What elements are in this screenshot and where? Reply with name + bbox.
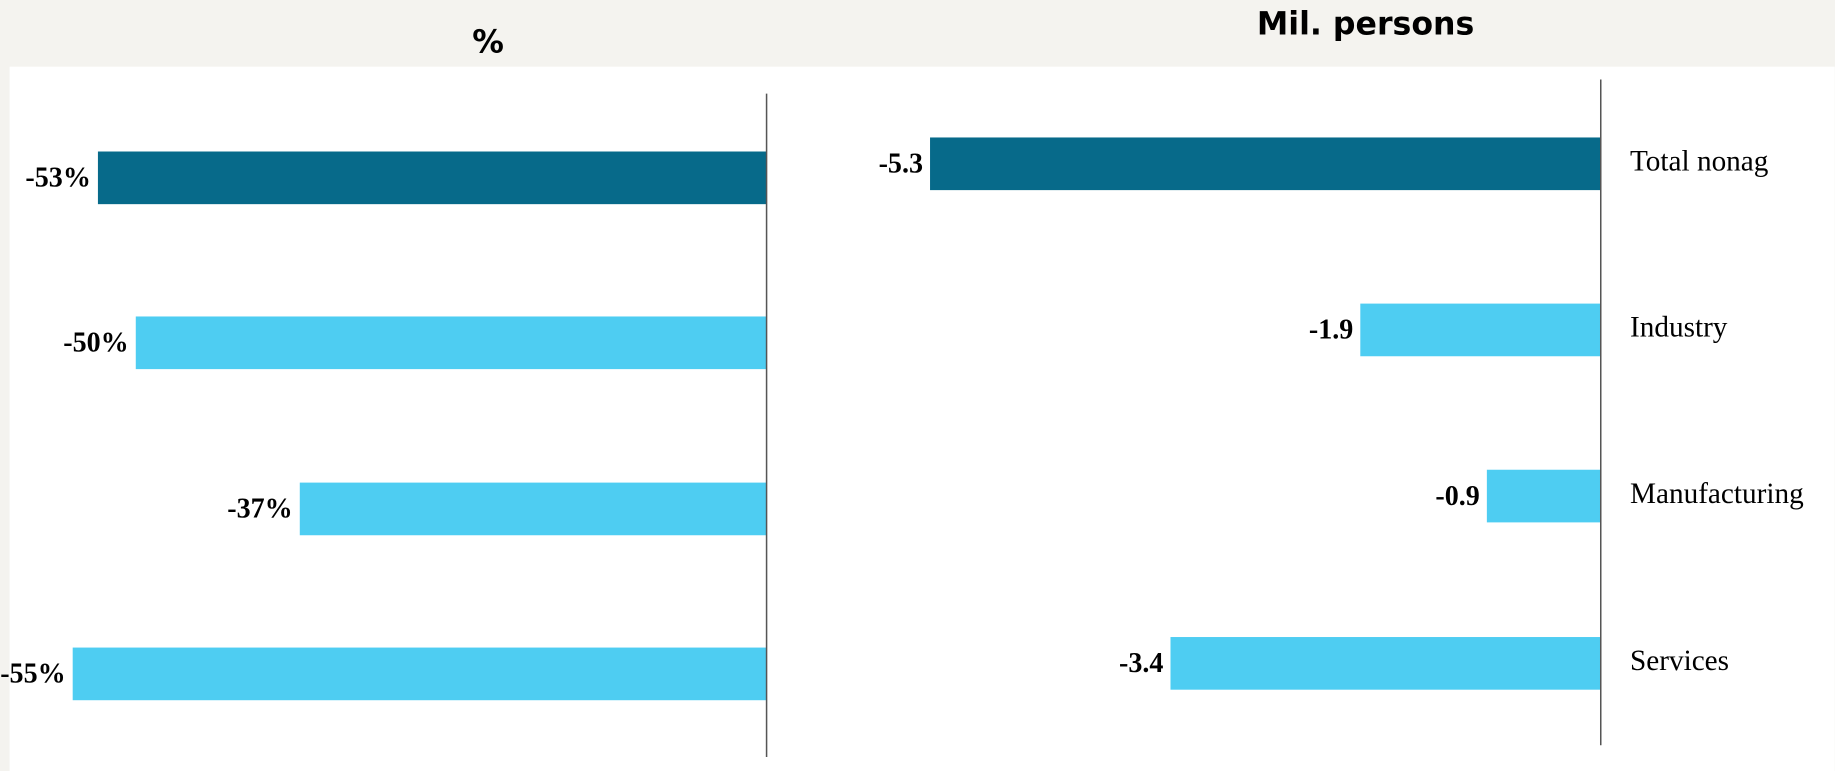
category-label: Industry <box>1630 312 1728 344</box>
value-label: -5.3 <box>879 149 923 180</box>
value-label: -3.4 <box>1119 648 1163 679</box>
value-label: -0.9 <box>1435 481 1479 512</box>
bar <box>135 316 767 370</box>
bar <box>1170 637 1601 690</box>
category-label: Services <box>1630 645 1729 677</box>
category-label: Manufacturing <box>1630 478 1804 510</box>
value-label: -50% <box>63 328 128 359</box>
bar <box>930 137 1601 191</box>
bar <box>1360 303 1601 357</box>
chart-title: % <box>472 24 504 60</box>
chart-title: Mil. persons <box>1257 7 1474 43</box>
category-label: Total nonag <box>1630 145 1769 177</box>
bar <box>1486 469 1601 523</box>
value-label: -53% <box>25 163 90 194</box>
value-label: -1.9 <box>1309 315 1353 346</box>
bar <box>97 151 767 205</box>
value-label: -37% <box>227 494 292 525</box>
bar <box>299 482 767 536</box>
value-label: -55% <box>0 659 65 690</box>
bar <box>72 647 767 701</box>
